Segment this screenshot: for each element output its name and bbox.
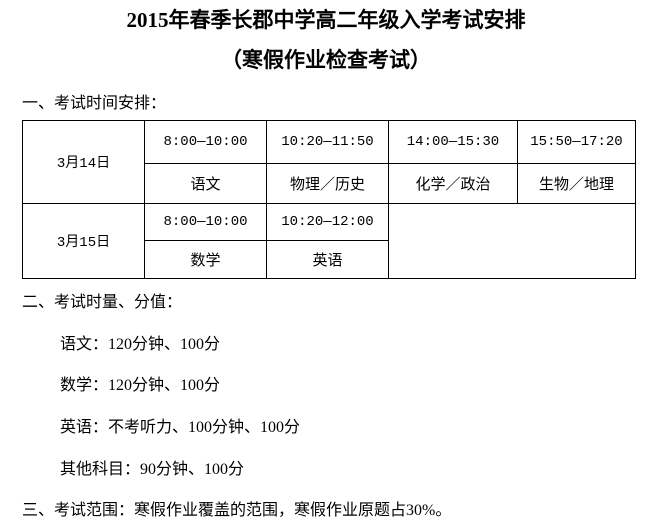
duration-item: 语文：120分钟、100分 [60,336,221,353]
duration-item: 其他科目：90分钟、100分 [60,461,245,478]
subject-cell: 生物／地理 [517,163,636,204]
time-cell: 8:00—10:00 [144,203,267,241]
duration-item: 数学：120分钟、100分 [60,377,221,394]
duration-item: 英语：不考听力、100分钟、100分 [60,419,301,436]
subject-cell: 英语 [266,240,389,279]
empty-cell [388,203,636,279]
subject-cell: 化学／政治 [388,163,518,204]
subject-cell: 语文 [144,163,267,204]
date-cell: 3月14日 [22,120,145,204]
schedule-table: 3月14日 8:00—10:00 10:20—11:50 14:00—15:30… [22,120,636,279]
date-cell: 3月15日 [22,203,145,279]
time-cell: 10:20—12:00 [266,203,389,241]
page-title: 2015年春季长郡中学高二年级入学考试安排 [126,8,526,32]
section3-heading: 三、考试范围：寒假作业覆盖的范围，寒假作业原题占30%。 [22,502,452,519]
time-cell: 14:00—15:30 [388,120,518,164]
time-cell: 8:00—10:00 [144,120,267,164]
time-cell: 15:50—17:20 [517,120,636,164]
time-cell: 10:20—11:50 [266,120,389,164]
subject-cell: 物理／历史 [266,163,389,204]
section1-heading: 一、考试时间安排： [22,95,167,112]
subject-cell: 数学 [144,240,267,279]
section2-heading: 二、考试时量、分值： [22,294,183,311]
page-subtitle: （寒假作业检查考试） [221,48,431,72]
